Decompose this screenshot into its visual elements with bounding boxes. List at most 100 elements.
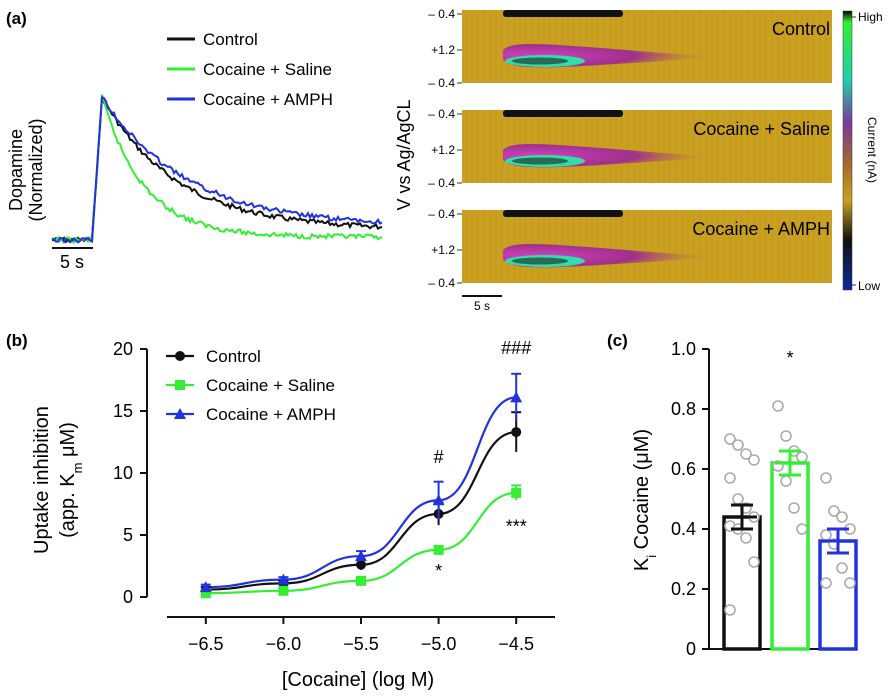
- traces-ylabel-line1: Dopamine: [6, 129, 26, 211]
- chart-c-ytick-label: 0.4: [671, 519, 696, 539]
- chart-b-point-saline: [200, 588, 211, 599]
- chart-b-point-amph: [199, 581, 212, 593]
- chart-b-annotation: ###: [501, 338, 531, 358]
- chart-c-annotation: *: [786, 348, 793, 368]
- panel-c: (c) Ki Cocaine (μM) 0 0.2 0.4 0.6 0.8 1.0 *: [607, 331, 858, 659]
- traces-ylabel-line2: (Normalized): [26, 118, 46, 221]
- chart-b-point-saline: [356, 575, 366, 586]
- chart-c-bar-amph: [818, 539, 858, 651]
- chart-c-point: [724, 604, 736, 616]
- heatmap-dark-band: [503, 210, 623, 217]
- chart-c-point: [748, 454, 760, 466]
- chart-c-point: [780, 430, 792, 442]
- chart-c-ytick-label: 0.6: [671, 459, 696, 479]
- heatmap-tick: – 0.4: [428, 7, 455, 21]
- chart-c-ytick-label: 0.8: [671, 399, 696, 419]
- heatmap-scalebar-label: 5 s: [474, 299, 490, 313]
- colorbar-title: Current (nA): [865, 117, 879, 183]
- trace-amph: [51, 96, 383, 244]
- heatmap-tick: – 0.4: [428, 107, 455, 121]
- chart-b-ylabel-line1: Uptake inhibition: [31, 406, 53, 554]
- heatmap-tick: +1.2: [431, 43, 455, 57]
- colorbar: [842, 10, 853, 291]
- chart-b-xtick-label: −4.5: [498, 634, 534, 654]
- chart-b-xtick-label: −5.0: [421, 634, 457, 654]
- chart-c-point: [780, 475, 792, 487]
- chart-c-ylabel: Ki Cocaine (μM): [631, 429, 659, 571]
- heatmap-amph: – 0.4 +1.2 – 0.4 Cocaine + AMPH: [428, 207, 832, 290]
- heatmaps: – 0.4 +1.2 – 0.4 Control – 0.4 +1.2 – 0.4 Cocai…: [428, 7, 832, 290]
- chart-c-point: [748, 556, 760, 568]
- chart-b-annotation: #: [434, 447, 444, 467]
- chart-b-ytick-label: 5: [123, 525, 133, 545]
- chart-b-legend-text: Cocaine + Saline: [206, 376, 335, 395]
- chart-c-ytick-label: 0.2: [671, 579, 696, 599]
- panel-a: (a) Control Cocaine + Saline Cocaine + A…: [6, 7, 883, 313]
- panel-b-label: (b): [6, 331, 28, 350]
- chart-b-xtick-label: −6.0: [266, 634, 302, 654]
- panel-b: (b) Uptake inhibition (app. Km μM) 0 5 10 1…: [6, 331, 555, 691]
- chart-b-point-saline: [433, 544, 444, 555]
- chart-c-point: [820, 577, 832, 589]
- heatmap-tick: +1.2: [431, 143, 455, 157]
- colorbar-high-label: High: [858, 10, 883, 24]
- heatmap-tick: – 0.4: [428, 207, 455, 221]
- chart-c-point: [740, 448, 752, 460]
- heatmap-dark-band: [503, 110, 623, 117]
- heatmap-tick: – 0.4: [428, 176, 455, 190]
- chart-b-xtick-label: −5.5: [343, 634, 379, 654]
- dopamine-traces: [51, 94, 383, 245]
- chart-b-ytick-label: 20: [113, 339, 133, 359]
- heatmap-tick: – 0.4: [428, 76, 455, 90]
- chart-c: 0 0.2 0.4 0.6 0.8 1.0 *: [671, 339, 858, 659]
- chart-b-point-saline: [278, 585, 289, 596]
- chart-b-curve-saline: [205, 491, 517, 595]
- chart-b-xtick-label: −6.5: [188, 634, 224, 654]
- chart-c-point: [732, 439, 744, 451]
- legend-text-amph: Cocaine + AMPH: [203, 90, 333, 109]
- chart-c-point: [836, 562, 848, 574]
- chart-c-point: [732, 493, 744, 505]
- heatmap-tick: – 0.4: [428, 276, 455, 290]
- chart-b-legend-marker: [174, 408, 186, 419]
- heatmap-dark-band: [503, 10, 623, 17]
- chart-c-point: [772, 400, 784, 412]
- colorbar-low-label: Low: [858, 279, 880, 293]
- panel-a-label: (a): [6, 9, 27, 28]
- chart-b-legend-text: Cocaine + AMPH: [206, 405, 336, 424]
- heatmap-control: – 0.4 +1.2 – 0.4 Control: [428, 7, 832, 90]
- chart-c-point: [740, 532, 752, 544]
- chart-b-curve-control: [205, 430, 517, 591]
- chart-b-point-control: [356, 559, 366, 570]
- chart-b-point-amph: [510, 391, 523, 403]
- panel-c-label: (c): [607, 331, 628, 350]
- chart-c-point: [820, 529, 832, 541]
- chart-c-ytick-label: 0: [686, 639, 696, 659]
- heatmap-saline: – 0.4 +1.2 – 0.4 Cocaine + Saline: [428, 107, 832, 190]
- chart-c-point: [820, 472, 832, 484]
- chart-b-point-saline: [511, 487, 522, 498]
- chart-c-point: [836, 511, 848, 523]
- heatmap-tick: +1.2: [431, 243, 455, 257]
- chart-b-ytick-label: 0: [123, 587, 133, 607]
- chart-c-point: [844, 577, 856, 589]
- chart-b-point-amph: [432, 494, 445, 506]
- heatmap-ylabel: V vs Ag/AgCL: [394, 99, 414, 210]
- chart-c-point: [828, 505, 840, 517]
- legend-text-control: Control: [203, 30, 258, 49]
- chart-b-annotation: *: [435, 561, 442, 581]
- heatmap-label: Cocaine + AMPH: [692, 219, 830, 239]
- chart-b-annotation: ***: [506, 517, 527, 537]
- chart-b-legend-marker: [175, 351, 185, 361]
- legend-text-saline: Cocaine + Saline: [203, 60, 332, 79]
- chart-b-point-amph: [355, 550, 367, 562]
- chart-b-legend-text: Control: [206, 347, 261, 366]
- chart-c-point: [788, 502, 800, 514]
- chart-b-point-amph: [277, 573, 290, 585]
- chart-c-point: [796, 523, 808, 535]
- chart-c-point: [796, 451, 808, 463]
- chart-b-legend-marker: [175, 380, 185, 390]
- chart-c-point: [724, 472, 736, 484]
